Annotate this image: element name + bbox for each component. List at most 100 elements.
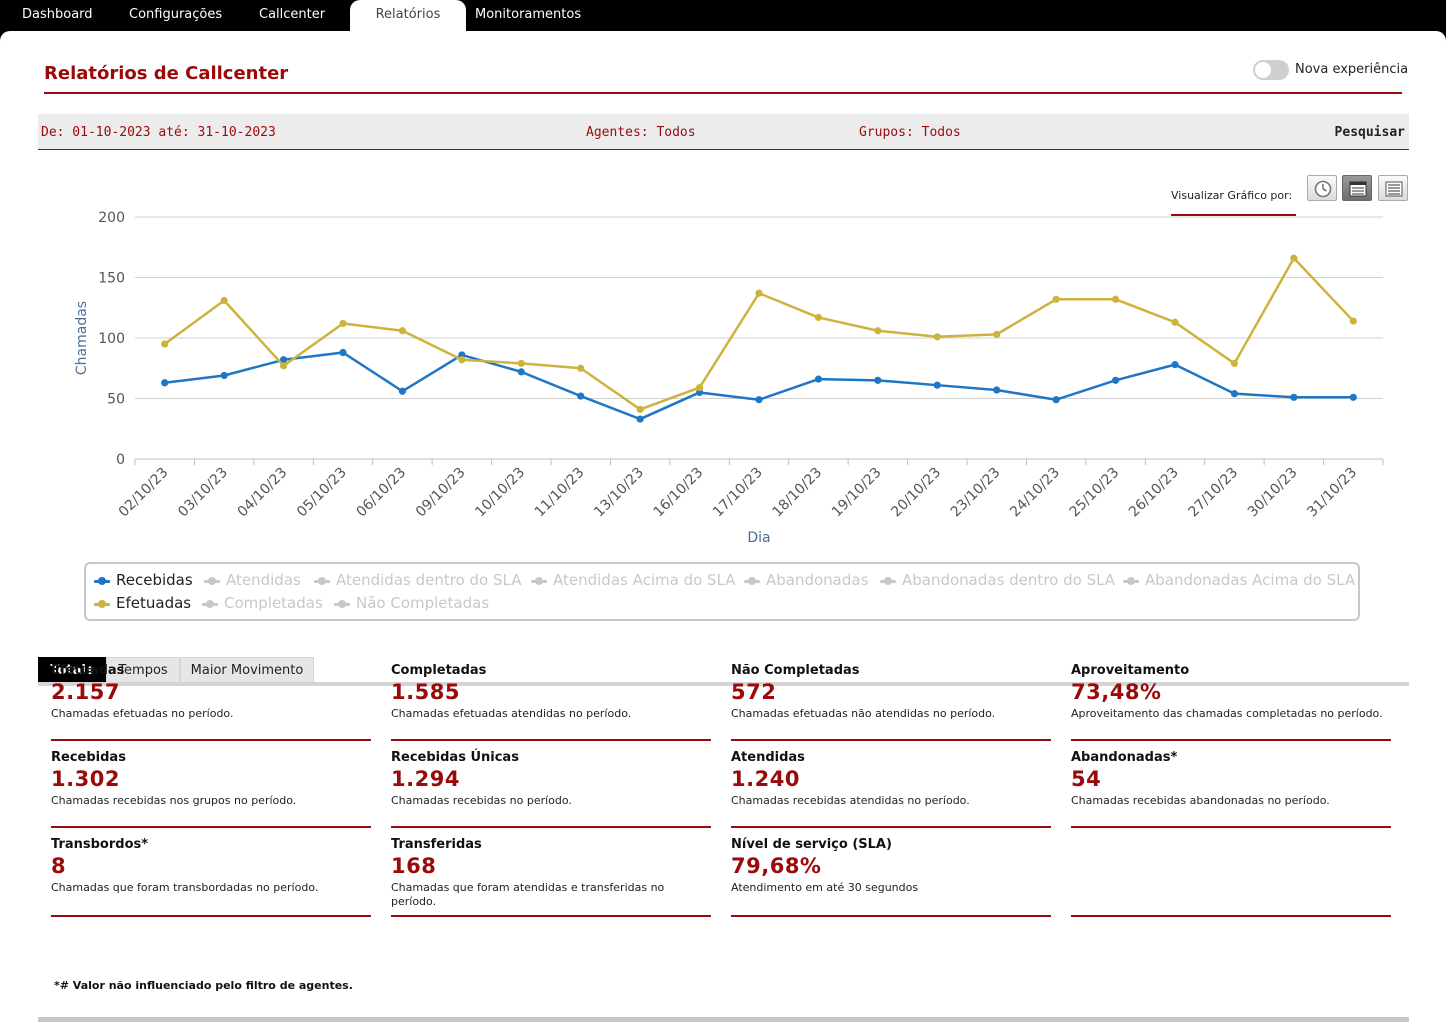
x-tick-label: 05/10/23 <box>294 465 350 521</box>
legend-label: Efetuadas <box>116 594 192 612</box>
stat-description: Chamadas recebidas nos grupos no período… <box>51 794 297 807</box>
x-tick-label: 27/10/23 <box>1185 465 1241 521</box>
view-by-list-button[interactable] <box>1378 175 1408 201</box>
data-point-efetuadas <box>339 319 347 328</box>
x-tick-label: 24/10/23 <box>1007 465 1063 521</box>
data-point-efetuadas <box>993 330 1001 338</box>
stat-value: 54 <box>1071 767 1102 791</box>
stat-label: Aproveitamento <box>1071 663 1190 678</box>
tab-totais[interactable]: Totais <box>38 657 106 683</box>
x-tick-label: 16/10/23 <box>651 465 707 521</box>
main-panel: Relatórios de Callcenter Nova experiênci… <box>0 31 1446 1030</box>
view-by-time-button[interactable] <box>1307 175 1337 201</box>
y-tick-label: 150 <box>98 271 125 287</box>
data-point-efetuadas <box>1111 295 1120 303</box>
stat-divider <box>1071 826 1391 828</box>
legend-label: Abandonadas Acima do SLA <box>1145 571 1356 589</box>
filter-agents[interactable]: Agentes: Todos <box>586 125 696 140</box>
stat-card-atendidas: Atendidas 1.240 Chamadas recebidas atendid… <box>731 750 1051 828</box>
nav-tab-configuracoes[interactable]: Configurações <box>129 7 223 22</box>
x-tick-label: 19/10/23 <box>829 465 885 521</box>
footnote: *# Valor não influenciado pelo filtro de… <box>54 979 353 992</box>
stat-card-efetuadas: Efetuadas 2.157 Chamadas efetuadas no perí… <box>51 663 371 741</box>
clock-icon <box>1314 180 1332 198</box>
data-point-efetuadas <box>458 356 466 364</box>
card-view-icon <box>1349 181 1367 197</box>
list-view-icon <box>1385 181 1403 197</box>
data-point-recebidas <box>161 379 169 387</box>
stat-label: Recebidas Únicas <box>391 750 519 765</box>
filter-groups[interactable]: Grupos: Todos <box>859 125 961 140</box>
stat-description: Chamadas efetuadas não atendidas no perí… <box>731 707 996 720</box>
legend-label: Atendidas Acima do SLA <box>553 571 736 589</box>
stat-value: 1.585 <box>391 680 460 704</box>
data-point-efetuadas <box>814 313 823 322</box>
stat-value: 79,68% <box>731 854 822 878</box>
stat-label: Transferidas <box>391 837 482 852</box>
tabs-divider <box>38 682 1409 686</box>
x-axis-title: Dia <box>747 530 770 546</box>
stat-card-transferidas: Transferidas 168 Chamadas que foram atendi… <box>391 837 711 917</box>
stat-card-nao-completadas: Não Completadas 572 Chamadas efetuadas não… <box>731 663 1051 741</box>
tab-tempos[interactable]: Tempos <box>106 657 180 683</box>
view-chart-label: Visualizar Gráfico por: <box>1171 189 1293 202</box>
data-point-recebidas <box>1230 390 1239 398</box>
data-point-recebidas <box>814 375 823 383</box>
stat-value: 8 <box>51 854 67 878</box>
title-divider <box>44 92 1402 94</box>
legend-label: Abandonadas <box>766 571 869 589</box>
data-point-recebidas <box>993 386 1001 394</box>
x-tick-label: 20/10/23 <box>888 465 944 521</box>
legend-label: Completadas <box>224 594 323 612</box>
stat-card-recebidas: Recebidas 1.302 Chamadas recebidas nos gru… <box>51 750 371 828</box>
nav-tab-monitoramentos[interactable]: Monitoramentos <box>475 7 582 22</box>
data-point-efetuadas <box>1052 295 1060 303</box>
view-by-card-button[interactable] <box>1342 175 1372 201</box>
data-point-efetuadas <box>220 296 228 305</box>
stat-value: 1.294 <box>391 767 460 791</box>
nav-tab-relatorios[interactable]: Relatórios <box>350 0 466 31</box>
legend-marker <box>206 600 214 608</box>
x-tick-label: 30/10/23 <box>1245 465 1301 521</box>
nav-tab-dashboard[interactable]: Dashboard <box>22 7 93 22</box>
data-point-efetuadas <box>577 364 585 372</box>
data-point-recebidas <box>339 348 347 357</box>
stat-divider <box>51 739 371 741</box>
x-tick-label: 09/10/23 <box>413 465 469 521</box>
stat-card-abandonadas: Abandonadas* 54 Chamadas recebidas abandon… <box>1071 750 1391 828</box>
stat-description: Chamadas recebidas abandonadas no períod… <box>1071 794 1330 807</box>
nav-tab-callcenter[interactable]: Callcenter <box>259 7 326 22</box>
legend-marker <box>884 577 892 585</box>
data-point-recebidas <box>1290 393 1298 401</box>
y-tick-label: 0 <box>116 452 125 468</box>
y-tick-label: 100 <box>98 331 125 347</box>
x-tick-label: 13/10/23 <box>591 465 647 521</box>
data-point-recebidas <box>1052 396 1060 404</box>
stat-description: Chamadas que foram transbordadas no perí… <box>51 881 319 894</box>
legend-marker <box>535 577 543 585</box>
stat-description: Chamadas efetuadas no período. <box>51 707 234 720</box>
top-navigation: Dashboard Configurações Callcenter Relat… <box>0 0 1446 34</box>
stat-value: 73,48% <box>1071 680 1162 704</box>
data-point-recebidas <box>1349 393 1357 401</box>
y-axis-title: Chamadas <box>74 301 90 375</box>
stat-description: Atendimento em até 30 segundos <box>731 881 919 894</box>
search-button[interactable]: Pesquisar <box>1334 125 1405 140</box>
stat-divider <box>1071 915 1391 917</box>
filter-period[interactable]: De: 01-10-2023 até: 31-10-2023 <box>41 125 276 140</box>
nova-experiencia-toggle[interactable] <box>1253 60 1289 80</box>
data-point-recebidas <box>933 381 941 389</box>
stat-label: Nível de serviço (SLA) <box>731 837 892 852</box>
stat-card-aproveitamento: Aproveitamento 73,48% Aproveitamento das c… <box>1071 663 1391 741</box>
legend-marker <box>98 600 106 608</box>
toggle-knob <box>1255 62 1271 78</box>
stat-divider <box>731 739 1051 741</box>
x-tick-label: 25/10/23 <box>1067 465 1123 521</box>
chart-legend: Recebidas Atendidas Atendidas dentro do SL… <box>84 562 1360 621</box>
x-tick-label: 18/10/23 <box>769 465 825 521</box>
stat-value: 1.240 <box>731 767 800 791</box>
data-point-efetuadas <box>874 327 882 335</box>
legend-label: Atendidas dentro do SLA <box>336 571 522 589</box>
x-tick-label: 26/10/23 <box>1126 465 1182 521</box>
stat-value: 572 <box>731 680 777 704</box>
